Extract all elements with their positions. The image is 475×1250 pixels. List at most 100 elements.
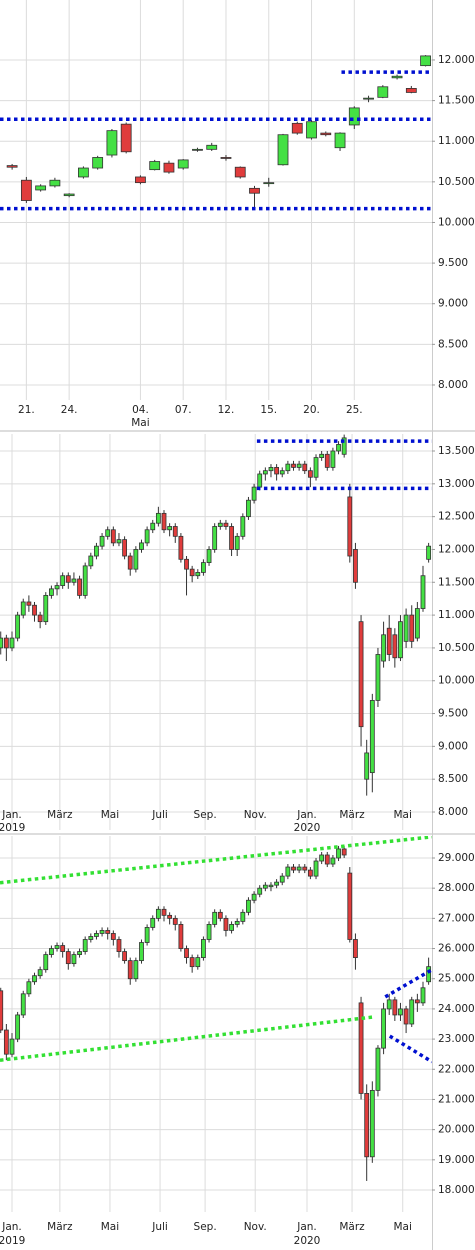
- candle-body: [217, 522, 223, 527]
- candle-body: [369, 700, 375, 774]
- candle-body: [358, 1002, 364, 1094]
- candle-body: [324, 854, 330, 865]
- candle-body: [3, 637, 9, 649]
- candle-body: [110, 933, 116, 940]
- candle-body: [105, 930, 111, 934]
- x-tick-label: Mai: [394, 809, 412, 821]
- candle-body: [229, 924, 234, 931]
- candle-body: [268, 467, 274, 472]
- candle-body: [122, 951, 127, 962]
- candle-body: [386, 627, 392, 655]
- candle-body: [192, 148, 203, 151]
- candle-body: [172, 526, 178, 537]
- candle-body: [217, 911, 223, 919]
- candle-body: [94, 545, 99, 557]
- x-tick-label: Mai: [101, 809, 119, 821]
- candle-body: [234, 535, 240, 550]
- candle-body: [184, 558, 189, 570]
- candle-body: [302, 463, 308, 472]
- candle-body: [110, 529, 116, 544]
- x-tick-sublabel: Mai: [131, 417, 149, 429]
- y-tick-label: 25.000: [438, 973, 475, 985]
- candle-body: [26, 601, 32, 606]
- candle-body: [375, 1047, 381, 1091]
- candle-body: [26, 981, 32, 995]
- candle-body: [139, 942, 144, 962]
- candle-body: [20, 993, 26, 1016]
- x-tick-label: 07.: [175, 404, 192, 416]
- candle-body: [122, 539, 127, 557]
- candle-body: [257, 887, 263, 895]
- candle-body: [54, 945, 60, 949]
- candle-body: [274, 881, 280, 886]
- candle-body: [178, 535, 184, 560]
- candle-body: [6, 165, 18, 168]
- candle-body: [234, 920, 240, 925]
- candle-body: [324, 453, 330, 468]
- candle-body: [78, 167, 89, 178]
- candle-body: [285, 463, 291, 472]
- candle-body: [167, 914, 173, 919]
- candle-body: [189, 957, 195, 968]
- candle-body: [296, 463, 302, 468]
- candle-body: [220, 157, 232, 159]
- y-tick-label: 8.500: [438, 773, 468, 785]
- candle-body: [116, 939, 122, 952]
- y-tick-label: 11.000: [438, 609, 475, 621]
- x-tick-sublabel: 2020: [294, 822, 321, 834]
- candle-body: [319, 854, 325, 862]
- x-tick-label: 25.: [346, 404, 363, 416]
- candle-body: [363, 97, 374, 100]
- candle-body: [43, 954, 49, 971]
- x-tick-label: Jan.: [296, 1221, 317, 1233]
- candle-body: [398, 1008, 403, 1016]
- candle-body: [334, 132, 346, 149]
- y-tick-label: 9.000: [438, 298, 468, 310]
- candle-body: [320, 132, 332, 136]
- candle-body: [63, 193, 75, 197]
- candle-body: [167, 526, 173, 531]
- candle-body: [35, 185, 47, 191]
- candle-body: [212, 526, 218, 550]
- candle-body: [409, 999, 415, 1025]
- trend-line: [388, 1034, 432, 1064]
- y-tick-label: 10.000: [438, 216, 475, 228]
- candle-body: [133, 549, 139, 570]
- candle-body: [330, 857, 336, 865]
- x-tick-label: Nov.: [244, 809, 267, 821]
- candle-body: [246, 499, 251, 518]
- x-tick-label: 24.: [61, 404, 78, 416]
- candle-body: [330, 450, 336, 468]
- candle-body: [296, 866, 302, 871]
- candle-body: [348, 107, 360, 126]
- y-tick-label: 13.000: [438, 478, 475, 490]
- plot-area: [0, 0, 432, 400]
- y-tick-label: 10.500: [438, 176, 475, 188]
- candle-body: [49, 948, 54, 955]
- x-tick-label: Juli: [151, 809, 168, 821]
- y-tick-label: 9.500: [438, 708, 468, 720]
- candle-body: [77, 951, 82, 955]
- y-tick-label: 29.000: [438, 852, 475, 864]
- x-tick-label: Mai: [394, 1221, 412, 1233]
- candle-body: [82, 565, 88, 596]
- candle-body: [391, 75, 403, 79]
- candle-body: [105, 529, 111, 537]
- candle-body: [307, 470, 313, 478]
- y-tick-label: 28.000: [438, 882, 475, 894]
- candle-body: [92, 157, 104, 169]
- candle-body: [306, 121, 317, 139]
- candle-body: [307, 869, 313, 877]
- candle-body: [364, 1093, 370, 1158]
- candle-body: [386, 999, 392, 1010]
- candle-body: [212, 911, 218, 925]
- candle-body: [195, 957, 201, 968]
- x-tick-sublabel: 2020: [294, 1235, 321, 1247]
- candle-body: [341, 437, 347, 455]
- y-tick-label: 8.500: [438, 338, 468, 350]
- candle-body: [155, 512, 161, 524]
- candle-body: [353, 549, 358, 583]
- candle-body: [291, 866, 296, 871]
- candle-body: [420, 575, 426, 609]
